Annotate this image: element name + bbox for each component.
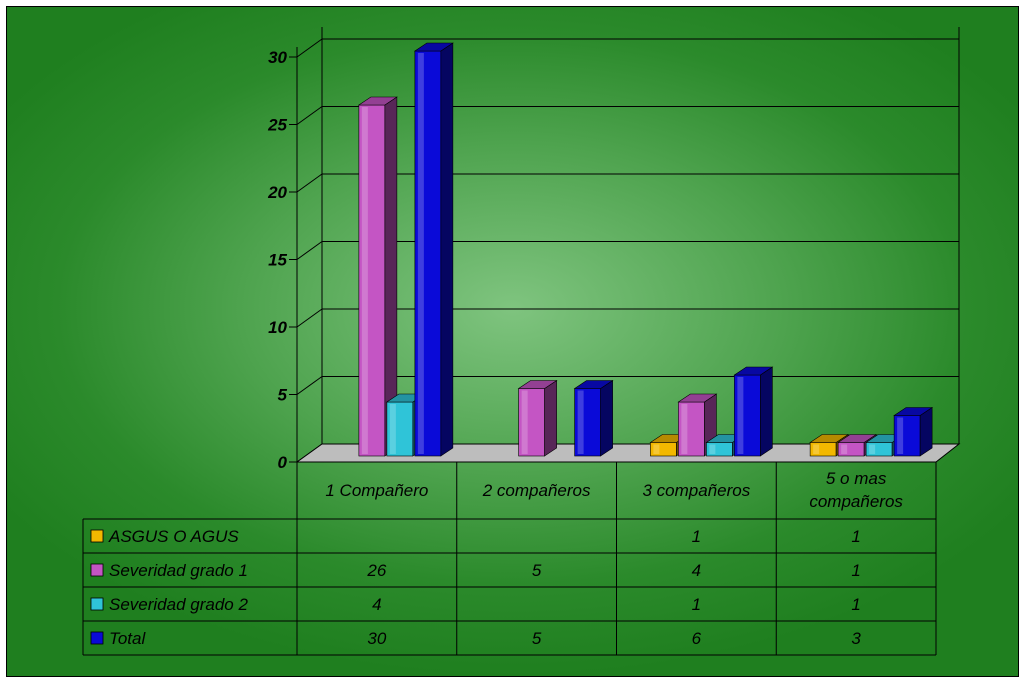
bar-highlight [737, 377, 744, 454]
bar-highlight [869, 444, 876, 454]
bar [517, 379, 558, 457]
bar-top [677, 393, 718, 403]
bar-top [733, 366, 774, 376]
data-label: 1 [692, 595, 701, 614]
bar-side [919, 406, 933, 457]
bar-top [413, 42, 454, 52]
bar-highlight [361, 107, 368, 454]
data-label: 4 [692, 561, 701, 580]
bar-highlight [521, 390, 528, 454]
data-label: 1 [851, 527, 860, 546]
y-tick-label: 15 [268, 251, 287, 270]
legend-swatch [90, 597, 104, 611]
category-label: 1 Compañero [325, 481, 428, 500]
data-label: 5 [532, 561, 542, 580]
bar-top [837, 434, 878, 443]
bar-side [440, 42, 454, 457]
legend-label: Total [109, 629, 146, 648]
bar [573, 379, 614, 457]
bar-highlight [897, 417, 904, 454]
chart-walls [295, 27, 961, 463]
category-label: 5 o mas [826, 469, 887, 488]
data-label: 30 [367, 629, 386, 648]
legend-swatch [90, 563, 104, 577]
category-label: 2 compañeros [482, 481, 591, 500]
gridline-side [296, 106, 323, 125]
bar-highlight [389, 404, 396, 454]
category-label: 3 compañeros [643, 481, 751, 500]
bar-highlight [709, 444, 716, 454]
gridline-side [296, 38, 323, 58]
bar [357, 96, 398, 457]
bar-top [517, 380, 558, 389]
legend-swatch [90, 631, 104, 645]
bar-highlight [417, 53, 424, 454]
legend-label: ASGUS O AGUS [108, 527, 239, 546]
data-label: 3 [851, 629, 861, 648]
bars [357, 42, 934, 457]
bar-top [809, 434, 850, 443]
bar [413, 42, 454, 457]
data-label: 1 [851, 561, 860, 580]
y-tick-label: 5 [278, 386, 288, 405]
gridline-side [296, 376, 323, 395]
data-label: 5 [532, 629, 542, 648]
bar-side [544, 379, 557, 457]
data-label: 4 [372, 595, 381, 614]
data-table: 1 Compañero 2 compañeros 3 compañeros 5 o m… [82, 461, 937, 656]
y-tick-label: 0 [278, 453, 288, 472]
bar-top [893, 407, 934, 416]
legend-swatch [90, 529, 104, 543]
y-tick-label: 20 [267, 183, 287, 202]
chart-frame: 0 5 10 15 20 25 30 1 Compañero 2 compañeros 3 co… [6, 6, 1019, 677]
bar-highlight [813, 444, 820, 454]
bar-highlight [577, 390, 584, 454]
bar-top [573, 380, 614, 389]
gridline-side [296, 173, 323, 193]
bar [893, 406, 934, 457]
bar [733, 366, 774, 457]
data-label: 1 [692, 527, 701, 546]
legend-label: Severidad grado 2 [109, 595, 248, 614]
gridline-side [296, 241, 323, 260]
data-label: 26 [366, 561, 386, 580]
bar-highlight [681, 404, 688, 454]
data-label: 6 [692, 629, 702, 648]
category-label: compañeros [809, 492, 903, 511]
bar-side [760, 366, 773, 457]
y-tick-label: 10 [268, 318, 287, 337]
y-tick-label: 25 [267, 116, 287, 135]
gridline-side [296, 308, 323, 328]
data-label: 1 [851, 595, 860, 614]
bar-highlight [841, 444, 848, 454]
bar-side [600, 379, 613, 457]
y-axis: 0 5 10 15 20 25 30 [267, 48, 297, 472]
bar-highlight [653, 444, 660, 454]
y-tick-label: 30 [268, 48, 287, 67]
legend-label: Severidad grado 1 [109, 561, 248, 580]
bar-top [357, 96, 398, 106]
